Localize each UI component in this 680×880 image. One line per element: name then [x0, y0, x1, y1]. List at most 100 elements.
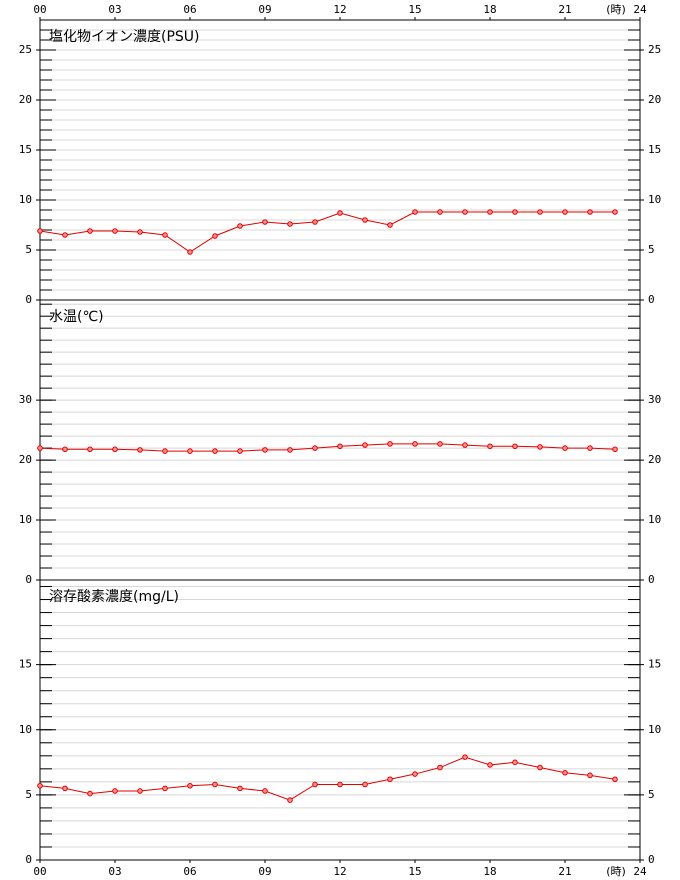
- data-point: [37, 228, 43, 234]
- data-point: [587, 209, 593, 215]
- data-point: [62, 232, 68, 238]
- data-point: [437, 441, 443, 447]
- y-tick-label: 10: [19, 193, 32, 206]
- data-point: [137, 788, 143, 794]
- y-tick-label: 30: [19, 393, 32, 406]
- data-point: [137, 447, 143, 453]
- y-tick-label: 10: [19, 723, 32, 736]
- y-tick-label: 5: [648, 243, 655, 256]
- x-tick-label: 09: [258, 3, 271, 16]
- x-tick-label: 18: [483, 865, 496, 878]
- data-point: [187, 249, 193, 255]
- x-tick-label: 24: [633, 865, 647, 878]
- data-point: [162, 448, 168, 454]
- x-tick-label: 21: [558, 865, 571, 878]
- y-tick-label: 10: [19, 513, 32, 526]
- data-point: [37, 445, 43, 451]
- x-unit-label: (時): [606, 3, 626, 16]
- data-point: [237, 448, 243, 454]
- data-point: [362, 217, 368, 223]
- x-tick-label: 15: [408, 865, 421, 878]
- data-point: [462, 754, 468, 760]
- y-tick-label: 15: [648, 143, 661, 156]
- data-point: [362, 781, 368, 788]
- y-tick-label: 0: [648, 573, 655, 586]
- data-point: [312, 781, 318, 788]
- data-point: [462, 442, 468, 448]
- data-point: [112, 788, 118, 794]
- y-tick-label: 20: [648, 453, 661, 466]
- y-tick-label: 0: [25, 573, 32, 586]
- x-tick-label: 15: [408, 3, 421, 16]
- data-point: [87, 228, 93, 234]
- data-point: [412, 771, 418, 777]
- data-point: [312, 445, 318, 451]
- y-tick-label: 10: [648, 193, 661, 206]
- data-point: [337, 443, 343, 450]
- data-point: [62, 446, 68, 453]
- data-point: [262, 788, 268, 794]
- panel-frame: [39, 579, 641, 861]
- data-point: [337, 210, 343, 216]
- data-line: [39, 756, 616, 801]
- data-point: [387, 776, 393, 783]
- data-point: [237, 223, 243, 229]
- x-tick-label: 00: [33, 3, 46, 16]
- data-point: [562, 209, 568, 215]
- y-tick-label: 5: [25, 243, 32, 256]
- data-point: [537, 764, 543, 771]
- data-point: [37, 782, 43, 789]
- y-tick-label: 20: [648, 93, 661, 106]
- y-tick-label: 20: [19, 93, 32, 106]
- data-point: [512, 759, 518, 766]
- data-point: [612, 776, 618, 783]
- x-tick-label: 18: [483, 3, 496, 16]
- x-tick-label: 09: [258, 865, 271, 878]
- y-tick-label: 5: [648, 788, 655, 801]
- panel-title: 溶存酸素濃度(mg/L): [49, 589, 179, 605]
- data-point: [162, 232, 168, 238]
- data-point: [462, 209, 468, 215]
- data-point: [412, 209, 418, 215]
- x-tick-label: 12: [333, 3, 346, 16]
- data-point: [387, 222, 393, 228]
- x-tick-label: 06: [183, 3, 196, 16]
- data-point: [287, 221, 293, 227]
- data-point: [137, 229, 143, 235]
- y-tick-label: 25: [648, 43, 661, 56]
- x-tick-label: 00: [33, 865, 46, 878]
- y-tick-label: 15: [648, 658, 661, 671]
- data-point: [237, 785, 243, 792]
- data-point: [337, 781, 343, 788]
- x-tick-label: 24: [633, 3, 647, 16]
- data-point: [112, 446, 118, 453]
- data-point: [487, 762, 493, 768]
- data-point: [612, 446, 618, 453]
- data-point: [612, 209, 618, 215]
- data-point: [287, 447, 293, 453]
- y-tick-label: 15: [19, 143, 32, 156]
- y-tick-label: 5: [25, 788, 32, 801]
- panel-title: 塩化物イオン濃度(PSU): [49, 29, 200, 45]
- data-point: [587, 445, 593, 451]
- data-point: [287, 797, 293, 803]
- data-point: [112, 228, 118, 234]
- data-point: [87, 790, 93, 797]
- data-point: [537, 444, 543, 450]
- data-point: [437, 209, 443, 215]
- y-tick-label: 0: [25, 293, 32, 306]
- data-point: [487, 209, 493, 215]
- data-line: [39, 443, 616, 452]
- panel-frame: [39, 299, 641, 581]
- data-point: [312, 219, 318, 225]
- data-point: [362, 442, 368, 448]
- data-point: [562, 445, 568, 451]
- data-point: [212, 448, 218, 454]
- x-tick-label: 12: [333, 865, 346, 878]
- data-point: [487, 443, 493, 450]
- data-point: [512, 209, 518, 215]
- y-tick-label: 10: [648, 723, 661, 736]
- data-point: [387, 441, 393, 447]
- x-tick-label: 21: [558, 3, 571, 16]
